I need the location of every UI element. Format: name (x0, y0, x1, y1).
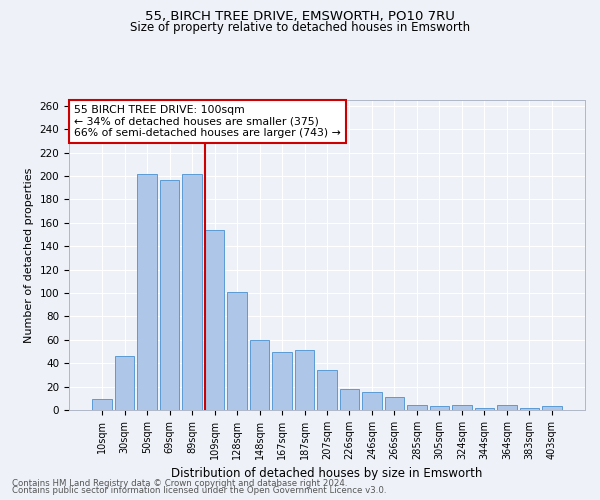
Bar (385, 397, 404, 410)
Bar (250, 340, 269, 410)
Bar (430, 406, 449, 410)
Bar (520, 408, 539, 410)
Bar (407, 406, 427, 410)
Bar (227, 292, 247, 410)
Bar (340, 389, 359, 410)
X-axis label: Distribution of detached houses by size in Emsworth: Distribution of detached houses by size … (172, 468, 482, 480)
Text: 55 BIRCH TREE DRIVE: 100sqm
← 34% of detached houses are smaller (375)
66% of se: 55 BIRCH TREE DRIVE: 100sqm ← 34% of det… (74, 104, 341, 138)
Bar (160, 180, 179, 410)
Bar (182, 174, 202, 410)
Bar (137, 174, 157, 410)
Bar (475, 408, 494, 410)
Bar (92, 400, 112, 410)
Text: Size of property relative to detached houses in Emsworth: Size of property relative to detached ho… (130, 21, 470, 34)
Bar (205, 230, 224, 410)
Text: Contains HM Land Registry data © Crown copyright and database right 2024.: Contains HM Land Registry data © Crown c… (12, 478, 347, 488)
Bar (272, 352, 292, 410)
Bar (115, 356, 134, 410)
Bar (452, 406, 472, 410)
Bar (542, 406, 562, 410)
Bar (497, 406, 517, 410)
Text: 55, BIRCH TREE DRIVE, EMSWORTH, PO10 7RU: 55, BIRCH TREE DRIVE, EMSWORTH, PO10 7RU (145, 10, 455, 23)
Text: Contains public sector information licensed under the Open Government Licence v3: Contains public sector information licen… (12, 486, 386, 495)
Bar (295, 350, 314, 410)
Bar (317, 370, 337, 410)
Y-axis label: Number of detached properties: Number of detached properties (24, 168, 34, 342)
Bar (362, 392, 382, 410)
